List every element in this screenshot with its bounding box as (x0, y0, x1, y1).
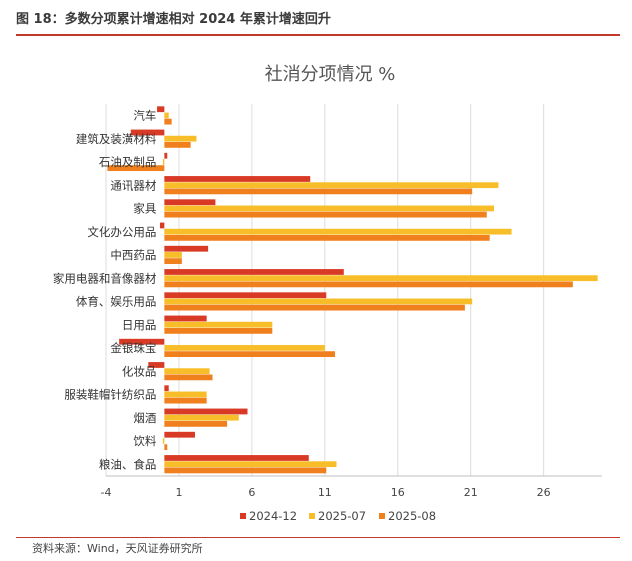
category-label: 烟酒 (133, 411, 156, 425)
bar-2024-12 (164, 199, 216, 206)
category-label: 饮料 (133, 434, 156, 448)
legend-swatch-2025-08 (379, 513, 385, 519)
legend-label: 2024-12 (249, 509, 297, 523)
category-label: 日用品 (122, 318, 157, 332)
bar-2024-12 (164, 431, 195, 438)
category-label: 金银珠宝 (110, 341, 156, 355)
x-tick-label: 26 (537, 486, 551, 499)
category-label: 家具 (133, 202, 156, 216)
bar-2025-07 (164, 461, 337, 468)
bar-2025-08 (107, 165, 165, 172)
category-label: 家用电器和音像器材 (53, 271, 157, 285)
bar-2024-12 (164, 408, 248, 415)
category-label: 化妆品 (122, 364, 157, 378)
bar-2025-08 (164, 304, 465, 311)
legend-swatch-2025-07 (309, 513, 315, 519)
bar-2024-12 (148, 362, 165, 368)
bar-2025-07 (164, 135, 197, 142)
bar-2025-07 (164, 414, 239, 421)
bars (107, 106, 598, 474)
bar-2024-12 (164, 152, 168, 159)
bar-2025-07 (164, 112, 169, 119)
bar-2025-07 (162, 159, 165, 165)
source-rule (16, 537, 620, 538)
x-tick-label: 21 (464, 486, 478, 499)
legend-label: 2025-07 (318, 509, 366, 523)
category-label: 石油及制品 (99, 155, 157, 169)
category-label: 文化办公用品 (87, 225, 156, 239)
bar-2025-08 (164, 118, 172, 125)
bar-2025-07 (164, 321, 273, 328)
bar-2025-07 (164, 368, 210, 375)
figure-title: 图 18：多数分项累计增速相对 2024 年累计增速回升 (16, 12, 331, 27)
chart-title: 社消分项情况 % (265, 64, 396, 85)
bar-2024-12 (164, 385, 169, 392)
bar-2025-08 (164, 258, 182, 265)
bar-2025-07 (164, 228, 512, 235)
bar-2025-07 (164, 205, 495, 212)
bar-2025-08 (164, 211, 487, 218)
bar-2024-12 (119, 338, 165, 345)
x-tick-label: 16 (391, 486, 405, 499)
x-tick-label: 1 (175, 486, 182, 499)
legend: 2024-12 2025-07 2025-08 (240, 509, 436, 523)
bar-2024-12 (159, 222, 165, 229)
category-label: 通讯器材 (110, 178, 156, 192)
bar-2025-08 (164, 420, 228, 427)
legend-swatch-2024-12 (240, 513, 246, 519)
bar-2025-07 (164, 345, 325, 351)
bar-2025-08 (164, 234, 490, 241)
category-label: 汽车 (133, 109, 156, 123)
bar-2025-08 (164, 467, 327, 474)
x-tick-label: 11 (318, 486, 332, 499)
category-label: 体育、娱乐用品 (76, 295, 157, 309)
bar-2024-12 (164, 269, 344, 275)
bar-2024-12 (164, 245, 209, 252)
bar-2024-12 (157, 106, 165, 113)
x-tick-label: -4 (101, 486, 112, 499)
bar-2025-08 (164, 444, 168, 451)
bar-2025-08 (164, 141, 191, 148)
bar-2025-08 (164, 374, 213, 381)
x-tick-labels: -4 1 6 11 16 21 26 (101, 486, 551, 499)
bar-2025-07 (164, 391, 207, 398)
category-label: 服装鞋帽针纺织品 (64, 388, 156, 402)
bar-2024-12 (164, 176, 311, 182)
bar-2025-07 (164, 275, 598, 282)
bar-2025-08 (164, 281, 573, 288)
bar-chart: 社消分项情况 % 汽车建筑及装潢材料石油及制品通讯器材家具文化办公用品中西药品家… (53, 64, 602, 523)
x-tick-label: 6 (248, 486, 255, 499)
gridlines (105, 104, 602, 477)
bar-2024-12 (164, 455, 309, 461)
bar-2025-07 (162, 438, 165, 444)
category-labels: 汽车建筑及装潢材料石油及制品通讯器材家具文化办公用品中西药品家用电器和音像器材体… (53, 109, 157, 472)
bar-2024-12 (164, 315, 207, 322)
bar-2025-08 (164, 351, 336, 358)
bar-2025-08 (164, 397, 207, 404)
legend-label: 2025-08 (388, 509, 436, 523)
bar-2025-07 (164, 298, 473, 305)
title-rule (16, 34, 620, 36)
bar-2024-12 (130, 129, 165, 136)
bar-2025-08 (164, 327, 273, 334)
category-label: 建筑及装潢材料 (76, 132, 157, 146)
bar-2025-07 (164, 182, 499, 189)
category-label: 粮油、食品 (99, 457, 157, 471)
source-note: 资料来源：Wind，天风证券研究所 (32, 542, 203, 555)
bar-2024-12 (164, 292, 327, 299)
bar-2025-08 (164, 188, 473, 195)
bar-2025-07 (164, 252, 182, 258)
category-label: 中西药品 (110, 248, 156, 262)
